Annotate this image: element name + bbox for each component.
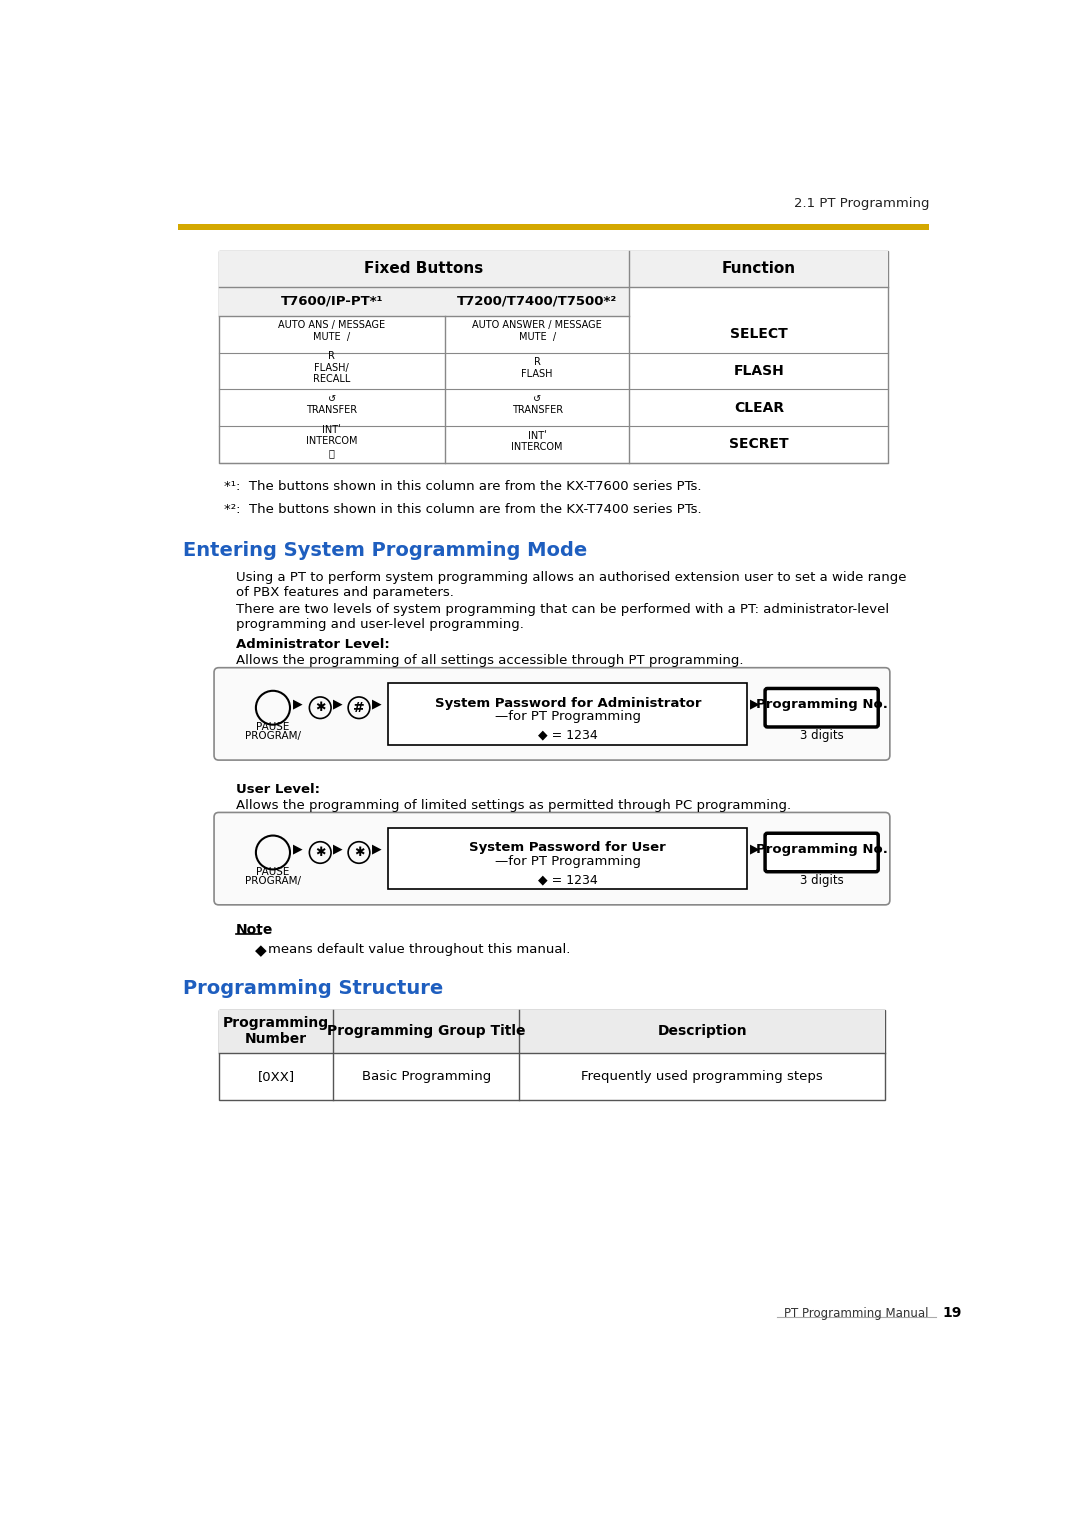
Text: ▶: ▶ (334, 697, 343, 711)
Text: ✱: ✱ (354, 847, 364, 859)
Text: PAUSE: PAUSE (256, 866, 289, 877)
Text: Allows the programming of all settings accessible through PT programming.: Allows the programming of all settings a… (235, 654, 743, 666)
Bar (218, 251, 888, 463)
Text: ✱: ✱ (315, 701, 325, 714)
Text: programming and user-level programming.: programming and user-level programming. (235, 619, 524, 631)
Text: #: # (353, 701, 365, 715)
Text: ▶: ▶ (751, 842, 760, 856)
FancyBboxPatch shape (765, 689, 878, 727)
Text: Programming Group Title: Programming Group Title (327, 1024, 526, 1038)
Text: PROGRAM/: PROGRAM/ (245, 876, 301, 886)
Text: —for PT Programming: —for PT Programming (495, 856, 640, 868)
Text: Function: Function (721, 261, 796, 277)
Text: ◆ = 1234: ◆ = 1234 (538, 874, 597, 886)
Text: ▶: ▶ (334, 842, 343, 856)
Text: 3 digits: 3 digits (800, 729, 843, 743)
Text: Using a PT to perform system programming allows an authorised extension user to : Using a PT to perform system programming… (235, 570, 906, 584)
Text: ↺
TRANSFER: ↺ TRANSFER (512, 394, 563, 416)
Text: 3 digits: 3 digits (800, 874, 843, 888)
Text: INTʹ
INTERCOM
ⓞ: INTʹ INTERCOM ⓞ (306, 425, 357, 458)
Text: Programming No.: Programming No. (756, 698, 888, 711)
FancyBboxPatch shape (214, 668, 890, 759)
Text: AUTO ANSWER / MESSAGE
MUTE  /: AUTO ANSWER / MESSAGE MUTE / (472, 321, 603, 342)
Text: Frequently used programming steps: Frequently used programming steps (581, 1070, 823, 1083)
Text: Allows the programming of limited settings as permitted through PC programming.: Allows the programming of limited settin… (235, 799, 791, 811)
Bar (218, 287, 630, 316)
Text: SELECT: SELECT (730, 327, 787, 341)
Text: ↺
TRANSFER: ↺ TRANSFER (307, 394, 357, 416)
Text: 2.1 PT Programming: 2.1 PT Programming (794, 197, 930, 209)
Text: T7200/T7400/T7500*²: T7200/T7400/T7500*² (457, 295, 618, 307)
Text: System Password for Administrator: System Password for Administrator (434, 697, 701, 709)
Text: ◆ = 1234: ◆ = 1234 (538, 729, 597, 741)
Bar (389, 683, 747, 744)
Bar (218, 251, 630, 287)
Text: SECRET: SECRET (729, 437, 788, 451)
Text: 19: 19 (943, 1306, 962, 1320)
FancyBboxPatch shape (214, 813, 890, 905)
Text: ▶: ▶ (293, 697, 302, 711)
FancyBboxPatch shape (765, 833, 878, 872)
Text: Basic Programming: Basic Programming (362, 1070, 491, 1083)
Text: There are two levels of system programming that can be performed with a PT: admi: There are two levels of system programmi… (235, 604, 889, 616)
Bar (630, 251, 889, 287)
Text: INTʹ
INTERCOM: INTʹ INTERCOM (512, 431, 563, 452)
Text: PT Programming Manual: PT Programming Manual (784, 1306, 929, 1320)
Text: Programming No.: Programming No. (756, 843, 888, 856)
Text: —for PT Programming: —for PT Programming (495, 711, 640, 723)
Text: *¹:  The buttons shown in this column are from the KX-T7600 series PTs.: *¹: The buttons shown in this column are… (225, 480, 702, 494)
Text: [0XX]: [0XX] (257, 1070, 295, 1083)
Text: R
FLASH: R FLASH (522, 358, 553, 379)
Text: ▶: ▶ (751, 697, 760, 711)
Text: R
FLASH/
RECALL: R FLASH/ RECALL (313, 351, 351, 385)
Bar (389, 828, 747, 889)
Text: Administrator Level:: Administrator Level: (235, 639, 390, 651)
Bar (218, 1010, 886, 1100)
Bar (177, 225, 930, 229)
Text: Entering System Programming Mode: Entering System Programming Mode (183, 541, 588, 561)
Text: PROGRAM/: PROGRAM/ (245, 730, 301, 741)
Text: Fixed Buttons: Fixed Buttons (364, 261, 484, 277)
Text: ✱: ✱ (315, 847, 325, 859)
Text: Programming Structure: Programming Structure (183, 979, 443, 998)
Text: of PBX features and parameters.: of PBX features and parameters. (235, 587, 454, 599)
Text: ▶: ▶ (373, 697, 381, 711)
Text: means default value throughout this manual.: means default value throughout this manu… (268, 943, 570, 957)
Text: CLEAR: CLEAR (733, 400, 784, 414)
Bar (218, 1010, 886, 1053)
Text: *²:  The buttons shown in this column are from the KX-T7400 series PTs.: *²: The buttons shown in this column are… (225, 503, 702, 516)
Text: System Password for User: System Password for User (470, 842, 666, 854)
Text: PAUSE: PAUSE (256, 723, 289, 732)
Text: Description: Description (658, 1024, 747, 1038)
Text: Note: Note (235, 923, 273, 937)
Text: ▶: ▶ (373, 842, 381, 856)
Text: Programming
Number: Programming Number (222, 1016, 329, 1047)
Text: ◆: ◆ (255, 943, 267, 958)
Text: User Level:: User Level: (235, 784, 320, 796)
Text: ▶: ▶ (293, 842, 302, 856)
Text: FLASH: FLASH (733, 364, 784, 377)
Text: AUTO ANS / MESSAGE
MUTE  /: AUTO ANS / MESSAGE MUTE / (279, 321, 386, 342)
Text: T7600/IP-PT*¹: T7600/IP-PT*¹ (281, 295, 383, 307)
